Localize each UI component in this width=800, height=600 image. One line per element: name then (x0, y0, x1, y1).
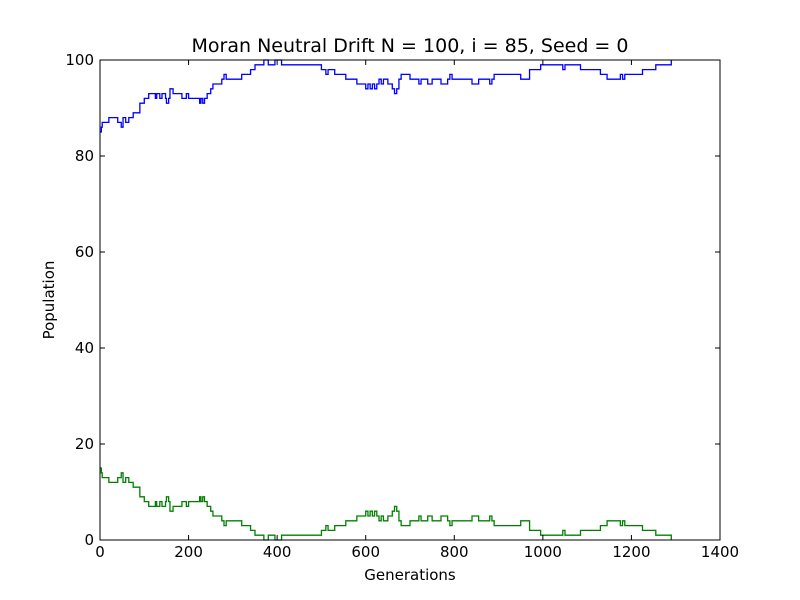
y-tick-label: 20 (75, 435, 94, 453)
plot-frame (99, 59, 721, 541)
x-tick-label: 200 (174, 543, 203, 561)
chart-title: Moran Neutral Drift N = 100, i = 85, See… (192, 35, 629, 57)
x-tick-label: 1200 (612, 543, 650, 561)
y-axis-label: Population (40, 261, 58, 340)
x-tick-label: 0 (95, 543, 105, 561)
y-tick-label: 100 (65, 51, 94, 69)
series-line-1 (100, 59, 672, 133)
y-tick-label: 0 (84, 531, 94, 549)
x-axis-label: Generations (364, 566, 456, 584)
series-layer (100, 59, 672, 541)
y-tick-label: 40 (75, 339, 94, 357)
series-line-2 (100, 467, 672, 541)
x-tick-label: 1000 (524, 543, 562, 561)
x-tick-label: 1400 (701, 543, 739, 561)
y-tick-label: 80 (75, 147, 94, 165)
ticks-layer: 0 200 400 600 800 1000 1200 1400 0 20 40 60 80 100 (65, 51, 739, 561)
x-tick-label: 400 (263, 543, 292, 561)
y-tick-label: 60 (75, 243, 94, 261)
x-tick-label: 800 (440, 543, 469, 561)
x-tick-label: 600 (351, 543, 380, 561)
